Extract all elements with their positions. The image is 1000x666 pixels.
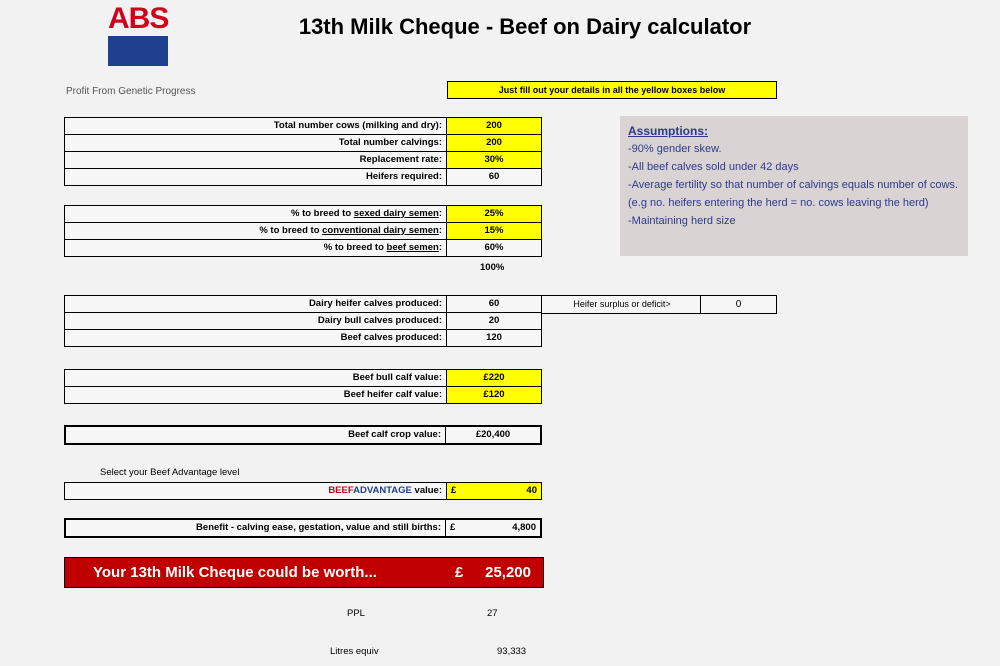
breeding-label: % to breed to beef semen: <box>64 239 447 257</box>
calf-value-label: Beef heifer calf value: <box>64 386 447 404</box>
calf-values-table: Beef bull calf value: £220 Beef heifer c… <box>64 369 542 404</box>
table-row: BEEFADVANTAGE value: £40 <box>64 482 542 500</box>
dairy-bull-calves-value: 20 <box>446 312 542 330</box>
milk-cheque-result: Your 13th Milk Cheque could be worth... … <box>64 557 544 588</box>
beef-calves-value: 120 <box>446 329 542 347</box>
crop-value-label: Beef calf crop value: <box>64 425 446 445</box>
logo-blue-block <box>108 36 168 66</box>
table-row: Total number calvings: 200 <box>64 134 542 152</box>
table-row: % to breed to sexed dairy semen: 25% <box>64 205 542 223</box>
table-row: Replacement rate: 30% <box>64 151 542 169</box>
abs-logo: ABS <box>108 0 169 68</box>
herd-label: Heifers required: <box>64 168 447 186</box>
beef-advantage-label: BEEFADVANTAGE value: <box>64 482 447 500</box>
beef-advantage-select-label: Select your Beef Advantage level <box>100 467 240 478</box>
page-title: 13th Milk Cheque - Beef on Dairy calcula… <box>298 14 752 39</box>
dairy-heifer-calves-value: 60 <box>446 295 542 313</box>
calves-label: Dairy bull calves produced: <box>64 312 447 330</box>
calves-label: Beef calves produced: <box>64 329 447 347</box>
benefit-label: Benefit - calving ease, gestation, value… <box>64 518 446 538</box>
litres-label: Litres equiv <box>330 646 379 657</box>
benefit-value: £4,800 <box>445 518 542 538</box>
herd-label: Total number calvings: <box>64 134 447 152</box>
table-row: Heifers required: 60 <box>64 168 542 186</box>
calves-table: Dairy heifer calves produced: 60 Dairy b… <box>64 295 542 347</box>
assumptions-heading: Assumptions: <box>628 124 709 138</box>
table-row: % to breed to beef semen: 60% <box>64 239 542 257</box>
result-label: Your 13th Milk Cheque could be worth... <box>93 564 377 581</box>
result-currency: £ <box>455 564 464 581</box>
breeding-label: % to breed to sexed dairy semen: <box>64 205 447 223</box>
heifer-surplus-value: 0 <box>700 295 777 314</box>
sexed-dairy-input[interactable]: 25% <box>446 205 542 223</box>
table-row: Beef calves produced: 120 <box>64 329 542 347</box>
table-row: Dairy heifer calves produced: 60 <box>64 295 542 313</box>
table-row: Benefit - calving ease, gestation, value… <box>64 518 542 538</box>
litres-value: 93,333 <box>497 646 527 657</box>
crop-value-table: Beef calf crop value: £20,400 <box>64 425 542 445</box>
breeding-label: % to breed to conventional dairy semen: <box>64 222 447 240</box>
heifer-surplus-label: Heifer surplus or deficit> <box>541 295 703 314</box>
table-row: Beef heifer calf value: £120 <box>64 386 542 404</box>
assumption-line: -Average fertility so that number of cal… <box>628 179 958 209</box>
table-row: Total number cows (milking and dry): 200 <box>64 117 542 135</box>
table-row: Beef bull calf value: £220 <box>64 369 542 387</box>
beef-advantage-table: BEEFADVANTAGE value: £40 <box>64 482 542 500</box>
table-row: Dairy bull calves produced: 20 <box>64 312 542 330</box>
calf-value-label: Beef bull calf value: <box>64 369 447 387</box>
breeding-total: 100% <box>480 262 505 273</box>
total-cows-input[interactable]: 200 <box>446 117 542 135</box>
replacement-rate-input[interactable]: 30% <box>446 151 542 169</box>
beef-semen-value: 60% <box>446 239 542 257</box>
crop-value: £20,400 <box>445 425 542 445</box>
logo-text: ABS <box>108 2 169 35</box>
assumption-line: -90% gender skew. <box>628 143 722 155</box>
assumption-line: -Maintaining herd size <box>628 215 736 227</box>
calves-label: Dairy heifer calves produced: <box>64 295 447 313</box>
table-row: Beef calf crop value: £20,400 <box>64 425 542 445</box>
breeding-table: % to breed to sexed dairy semen: 25% % t… <box>64 205 542 257</box>
instruction-banner: Just fill out your details in all the ye… <box>447 81 777 99</box>
assumptions-box: Assumptions: -90% gender skew. -All beef… <box>620 116 968 256</box>
herd-table: Total number cows (milking and dry): 200… <box>64 117 542 186</box>
beef-heifer-calf-value-input[interactable]: £120 <box>446 386 542 404</box>
ppl-value: 27 <box>487 608 498 619</box>
beef-bull-calf-value-input[interactable]: £220 <box>446 369 542 387</box>
assumption-line: -All beef calves sold under 42 days <box>628 161 799 173</box>
herd-label: Replacement rate: <box>64 151 447 169</box>
total-calvings-input[interactable]: 200 <box>446 134 542 152</box>
heifers-required-value: 60 <box>446 168 542 186</box>
beef-advantage-input[interactable]: £40 <box>446 482 542 500</box>
benefit-table: Benefit - calving ease, gestation, value… <box>64 518 542 538</box>
conventional-dairy-input[interactable]: 15% <box>446 222 542 240</box>
ppl-label: PPL <box>347 608 365 619</box>
result-amount: 25,200 <box>485 564 531 581</box>
table-row: % to breed to conventional dairy semen: … <box>64 222 542 240</box>
herd-label: Total number cows (milking and dry): <box>64 117 447 135</box>
tagline: Profit From Genetic Progress <box>66 86 196 97</box>
